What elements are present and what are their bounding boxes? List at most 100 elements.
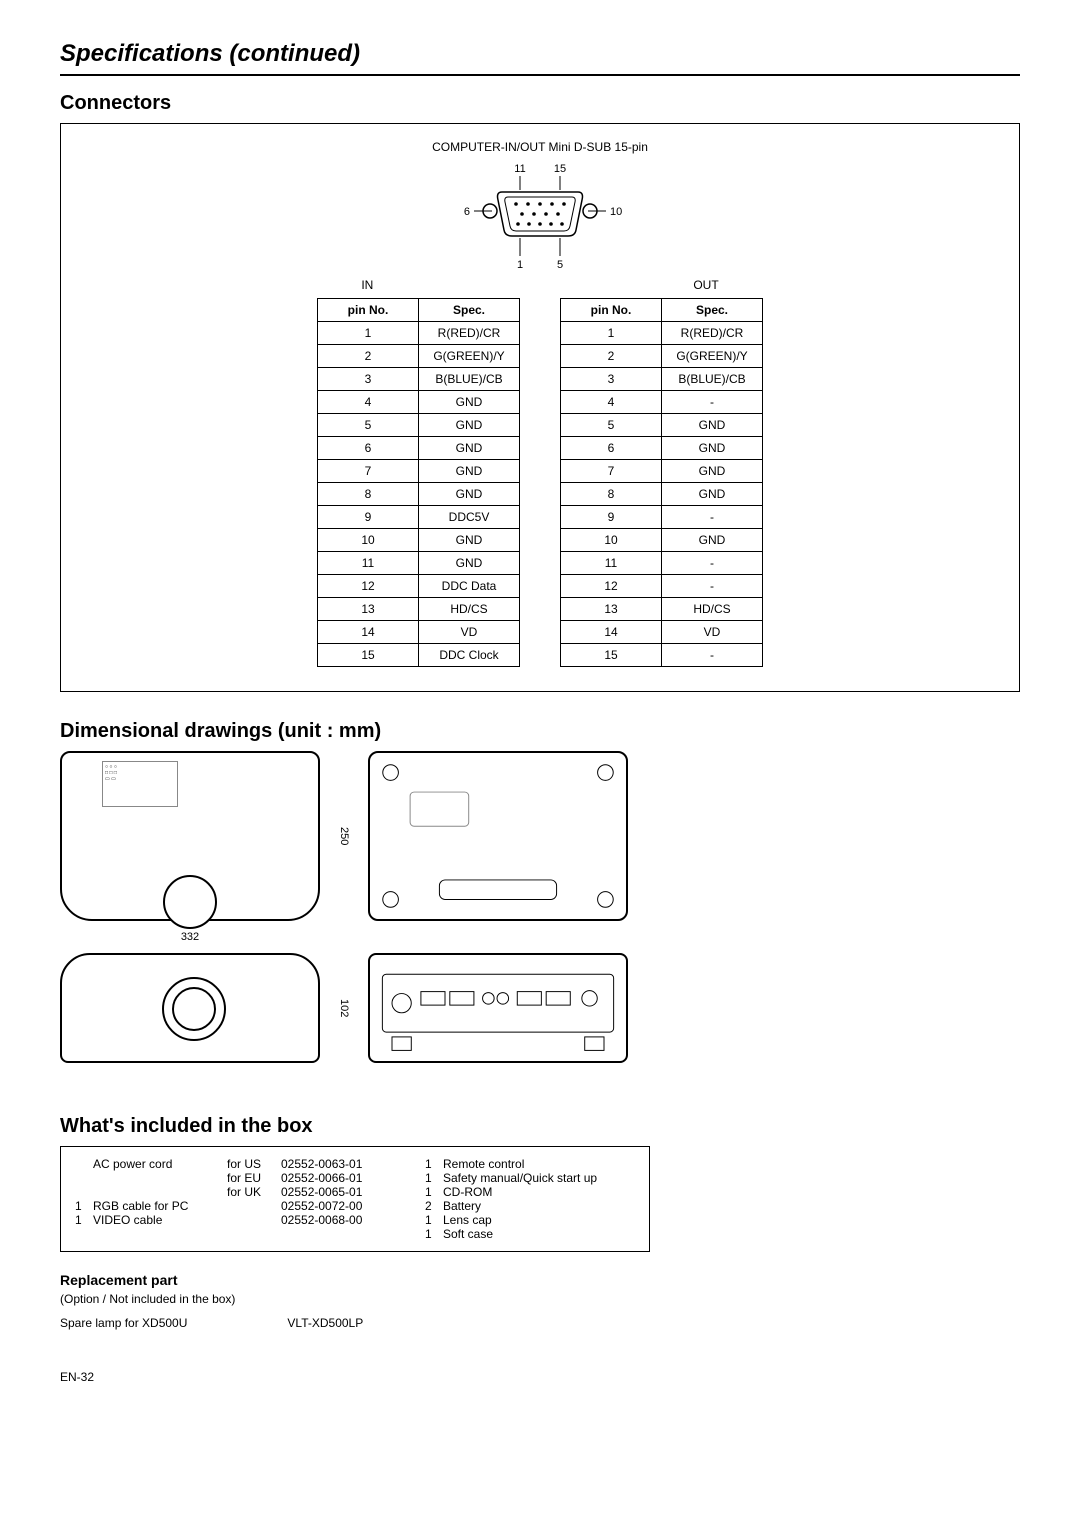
pin-cell: 9 [318,506,419,529]
rear-view-drawing [368,953,628,1063]
included-item-row: AC power cordfor US02552-0063-01 [75,1157,401,1171]
spec-cell: GND [419,414,520,437]
table-row: 6GND [318,437,520,460]
spec-cell: DDC5V [419,506,520,529]
included-item-row: 1VIDEO cable02552-0068-00 [75,1213,401,1227]
spec-cell: GND [419,437,520,460]
replacement-note: (Option / Not included in the box) [60,1292,1020,1306]
pin-cell: 14 [318,621,419,644]
table-row: 9- [561,506,763,529]
svg-text:10: 10 [610,206,622,218]
pin-cell: 11 [561,552,662,575]
in-label: IN [361,278,373,292]
table-row: 12- [561,575,763,598]
table-row: 3B(BLUE)/CB [318,368,520,391]
pin-cell: 13 [318,598,419,621]
page-number: EN-32 [60,1370,1020,1384]
table-row: 13HD/CS [318,598,520,621]
col-spec: Spec. [419,299,520,322]
included-box: AC power cordfor US02552-0063-01for EU02… [60,1146,650,1252]
replacement-heading: Replacement part [60,1272,1020,1288]
included-item-row: 2Battery [425,1199,635,1213]
spec-cell: VD [419,621,520,644]
included-heading: What's included in the box [60,1115,1020,1138]
table-row: 13HD/CS [561,598,763,621]
pin-cell: 4 [318,391,419,414]
page-title: Specifications (continued) [60,40,1020,76]
spec-cell: GND [662,437,763,460]
pin-cell: 8 [318,483,419,506]
included-item-row: 1Safety manual/Quick start up [425,1171,635,1185]
pin-cell: 1 [318,322,419,345]
pin-cell: 3 [318,368,419,391]
included-item-row: 1Remote control [425,1157,635,1171]
pin-cell: 8 [561,483,662,506]
table-row: 12DDC Data [318,575,520,598]
pin-cell: 7 [561,460,662,483]
table-row: 4GND [318,391,520,414]
spec-cell: GND [662,460,763,483]
pin-cell: 9 [561,506,662,529]
pin-cell: 10 [561,529,662,552]
svg-text:1: 1 [517,259,523,270]
pin-cell: 2 [561,345,662,368]
pin-cell: 15 [318,644,419,667]
pin-cell: 12 [318,575,419,598]
table-row: 8GND [561,483,763,506]
table-row: 14VD [561,621,763,644]
spec-cell: GND [662,414,763,437]
included-item-row: for EU02552-0066-01 [75,1171,401,1185]
pin-cell: 5 [561,414,662,437]
table-row: 14VD [318,621,520,644]
svg-text:11: 11 [514,163,525,175]
table-row: 8GND [318,483,520,506]
dimensions-heading: Dimensional drawings (unit : mm) [60,720,1020,743]
out-label: OUT [693,278,718,292]
dsub-diagram: 11 15 6 10 1 5 [77,160,1003,270]
pin-cell: 11 [318,552,419,575]
spec-cell: GND [419,552,520,575]
spec-cell: G(GREEN)/Y [662,345,763,368]
table-row: 9DDC5V [318,506,520,529]
height-dimension: 102 [324,953,364,1063]
connectors-heading: Connectors [60,92,1020,115]
spec-cell: GND [662,483,763,506]
spec-cell: GND [419,529,520,552]
spec-cell: B(BLUE)/CB [419,368,520,391]
spec-cell: HD/CS [662,598,763,621]
spec-cell: B(BLUE)/CB [662,368,763,391]
spec-cell: HD/CS [419,598,520,621]
table-row: 7GND [318,460,520,483]
pin-cell: 12 [561,575,662,598]
replacement-item: Spare lamp for XD500U [60,1316,187,1330]
pin-cell: 1 [561,322,662,345]
top-view-drawing: ○ ○ ○□ □ □▭ ▭ [60,751,320,921]
spec-cell: GND [419,460,520,483]
out-pin-table: pin No. Spec. 1R(RED)/CR2G(GREEN)/Y3B(BL… [560,298,763,667]
pin-cell: 5 [318,414,419,437]
spec-cell: DDC Data [419,575,520,598]
table-row: 5GND [561,414,763,437]
connectors-frame: COMPUTER-IN/OUT Mini D-SUB 15-pin 11 15 … [60,123,1020,692]
table-row: 11- [561,552,763,575]
pin-cell: 13 [561,598,662,621]
table-row: 2G(GREEN)/Y [318,345,520,368]
pin-cell: 4 [561,391,662,414]
svg-text:5: 5 [557,259,563,270]
table-row: 7GND [561,460,763,483]
connector-type-label: COMPUTER-IN/OUT Mini D-SUB 15-pin [77,140,1003,154]
in-pin-table: pin No. Spec. 1R(RED)/CR2G(GREEN)/Y3B(BL… [317,298,520,667]
pin-cell: 2 [318,345,419,368]
included-item-row: 1Lens cap [425,1213,635,1227]
spec-cell: - [662,644,763,667]
spec-cell: R(RED)/CR [662,322,763,345]
spec-cell: DDC Clock [419,644,520,667]
pin-cell: 10 [318,529,419,552]
table-row: 1R(RED)/CR [318,322,520,345]
col-pin: pin No. [561,299,662,322]
included-item-row: 1CD-ROM [425,1185,635,1199]
col-pin: pin No. [318,299,419,322]
spec-cell: GND [419,391,520,414]
pin-cell: 14 [561,621,662,644]
front-view-drawing [60,953,320,1063]
